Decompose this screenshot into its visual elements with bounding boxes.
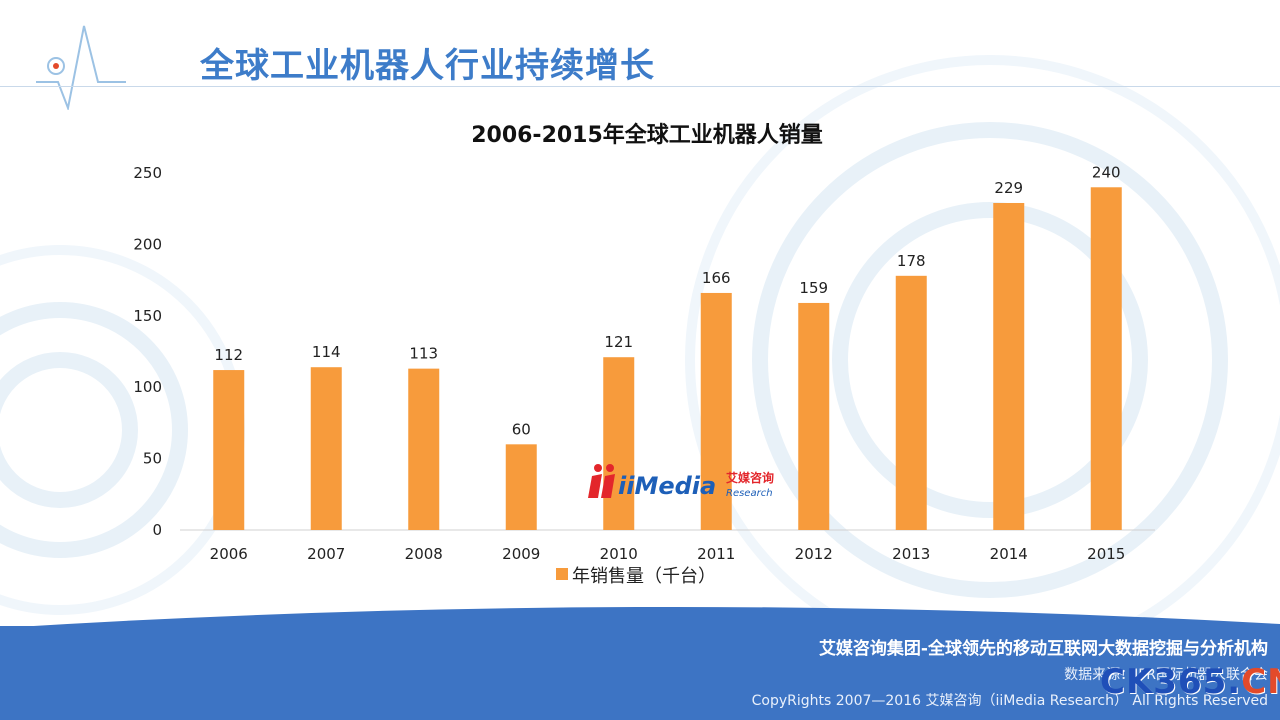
bar bbox=[505, 444, 537, 530]
data-label: 166 bbox=[702, 269, 731, 287]
legend-swatch bbox=[556, 568, 568, 580]
legend-label: 年销售量（千台） bbox=[572, 566, 716, 587]
data-label: 60 bbox=[512, 420, 531, 438]
x-tick-label: 2015 bbox=[1087, 545, 1125, 563]
x-tick-label: 2008 bbox=[405, 545, 443, 563]
data-label: 113 bbox=[409, 345, 438, 363]
header-divider bbox=[0, 86, 1280, 87]
site-watermark: CK365.CN bbox=[1100, 662, 1280, 702]
y-axis-ticks: 0 50 100 150 200 250 bbox=[133, 164, 162, 539]
bar bbox=[310, 367, 342, 530]
x-tick-label: 2009 bbox=[502, 545, 540, 563]
antenna-logo-icon bbox=[36, 25, 126, 110]
bar-chart: 2006-2015年全球工业机器人销量 0 50 100 150 200 250 112 1… bbox=[0, 100, 1280, 610]
x-tick-label: 2006 bbox=[210, 545, 248, 563]
bar bbox=[603, 357, 635, 530]
data-label: 240 bbox=[1092, 163, 1121, 181]
bar bbox=[798, 302, 830, 530]
data-label: 159 bbox=[799, 279, 828, 297]
x-tick-label: 2012 bbox=[795, 545, 833, 563]
y-tick-label: 150 bbox=[133, 307, 162, 325]
footer-band bbox=[0, 626, 1280, 720]
y-tick-label: 250 bbox=[133, 164, 162, 182]
x-tick-label: 2011 bbox=[697, 545, 735, 563]
data-label: 112 bbox=[214, 346, 243, 364]
y-tick-label: 200 bbox=[133, 235, 162, 253]
data-label: 178 bbox=[897, 252, 926, 270]
bar bbox=[213, 370, 245, 530]
chart-title: 2006-2015年全球工业机器人销量 bbox=[471, 122, 823, 148]
watermark-brand-sub: Research bbox=[726, 488, 773, 499]
legend: 年销售量（千台） bbox=[556, 566, 716, 587]
footer-source: 数据来源：IFR国际机器人联合会 bbox=[1064, 667, 1268, 683]
footer-copyright: CopyRights 2007—2016 艾媒咨询（iiMedia Resear… bbox=[751, 693, 1268, 709]
watermark-brand-cn: 艾媒咨询 bbox=[726, 470, 774, 485]
x-tick-label: 2014 bbox=[990, 545, 1028, 563]
x-tick-label: 2007 bbox=[307, 545, 345, 563]
slide-title: 全球工业机器人行业持续增长 bbox=[200, 46, 655, 86]
data-label: 114 bbox=[312, 343, 341, 361]
site-watermark-cn: CN bbox=[1241, 662, 1280, 702]
y-tick-label: 0 bbox=[152, 521, 162, 539]
data-label: 121 bbox=[604, 333, 633, 351]
site-watermark-main: CK365. bbox=[1100, 662, 1242, 702]
watermark-brand: iiMedia bbox=[618, 472, 716, 500]
iimedia-watermark-logo: iiMedia 艾媒咨询 Research bbox=[588, 464, 774, 500]
bar bbox=[700, 292, 732, 530]
bar bbox=[1090, 187, 1122, 530]
x-tick-label: 2010 bbox=[600, 545, 638, 563]
bar bbox=[408, 368, 440, 530]
bar bbox=[895, 275, 927, 530]
y-tick-label: 100 bbox=[133, 378, 162, 396]
bar bbox=[993, 202, 1025, 530]
y-tick-label: 50 bbox=[143, 450, 162, 468]
bar-series: 112 114 113 60 121 166 159 178 229 240 bbox=[213, 163, 1122, 530]
footer-tagline: 艾媒咨询集团-全球领先的移动互联网大数据挖掘与分析机构 bbox=[818, 639, 1268, 659]
x-tick-label: 2013 bbox=[892, 545, 930, 563]
data-label: 229 bbox=[994, 179, 1023, 197]
x-axis-ticks: 2006 2007 2008 2009 2010 2011 2012 2013 2014 2015 bbox=[210, 545, 1126, 563]
